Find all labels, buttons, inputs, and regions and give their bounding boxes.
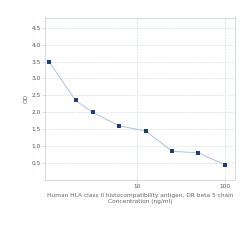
Point — [144, 129, 148, 133]
Point — [90, 110, 94, 114]
Point — [196, 151, 200, 155]
X-axis label: Human HLA class II histocompatibility antigen, DR beta 5 chain
Concentration (ng: Human HLA class II histocompatibility an… — [47, 193, 233, 204]
Point — [170, 149, 174, 153]
Point — [117, 124, 121, 128]
Point — [223, 163, 227, 167]
Y-axis label: OD: OD — [24, 94, 29, 103]
Point — [47, 60, 51, 64]
Point — [74, 98, 78, 102]
